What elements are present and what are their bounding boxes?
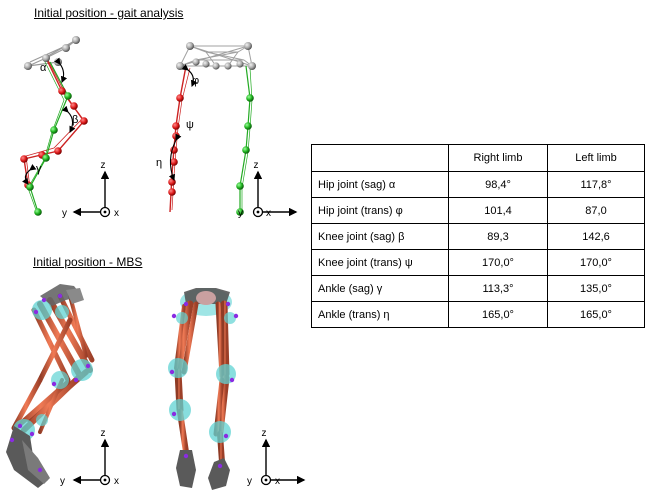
gait-analysis-heading: Initial position - gait analysis — [34, 6, 184, 20]
alpha-label: α — [40, 62, 47, 74]
table-header-left-limb: Left limb — [547, 144, 645, 172]
left-limb-value: 117,8° — [547, 171, 645, 198]
table-header-right-limb: Right limb — [448, 144, 548, 172]
phi-label: φ — [192, 75, 199, 87]
axis-z-label-3: z — [101, 428, 106, 439]
right-limb-value: 170,0° — [448, 249, 548, 276]
right-limb-value: 98,4° — [448, 171, 548, 198]
left-limb-value: 165,0° — [547, 301, 645, 328]
gamma-label: γ — [36, 163, 42, 175]
mbs-heading: Initial position - MBS — [33, 255, 143, 269]
axis-y-label-4: y — [247, 476, 252, 487]
joint-angle-table: Right limb Left limb Hip joint (sag) α 9… — [311, 144, 645, 328]
gait-sag-grey-markers — [24, 36, 80, 70]
table-row: Knee joint (trans) ψ 170,0° 170,0° — [311, 249, 645, 276]
axis-triad-gait-sagittal — [72, 170, 111, 218]
axis-x-label-3: x — [114, 476, 119, 487]
axis-triad-gait-frontal — [252, 170, 298, 218]
row-label: Ankle (sag) γ — [311, 275, 449, 302]
right-limb-value: 89,3 — [448, 223, 548, 250]
axis-x-label-1: x — [114, 208, 119, 219]
table-row: Knee joint (sag) β 89,3 142,6 — [311, 223, 645, 250]
axis-x-label-2: x — [266, 208, 271, 219]
axis-y-label-1: y — [62, 208, 67, 219]
gait-frontal-skeleton — [168, 42, 256, 216]
axis-y-label-3: y — [60, 476, 65, 487]
gait-frontal-grey-markers — [176, 42, 256, 70]
row-label: Ankle (trans) η — [311, 301, 449, 328]
axis-triad-mbs-sagittal — [72, 438, 111, 486]
axis-z-label-4: z — [262, 428, 267, 439]
axis-x-label-4: x — [275, 476, 280, 487]
axis-z-label-1: z — [101, 160, 106, 171]
psi-label: ψ — [186, 119, 194, 131]
beta-label: β — [72, 114, 78, 126]
axis-z-label-2: z — [254, 160, 259, 171]
row-label: Hip joint (trans) φ — [311, 197, 449, 224]
eta-label: η — [156, 157, 162, 169]
axis-triad-mbs-frontal — [260, 438, 306, 486]
left-limb-value: 142,6 — [547, 223, 645, 250]
row-label: Knee joint (sag) β — [311, 223, 449, 250]
left-limb-value: 170,0° — [547, 249, 645, 276]
gait-sagittal-skeleton — [20, 36, 88, 216]
table-header-blank — [311, 144, 449, 172]
table-row: Ankle (sag) γ 113,3° 135,0° — [311, 275, 645, 302]
table-row: Hip joint (sag) α 98,4° 117,8° — [311, 171, 645, 198]
table-header-row: Right limb Left limb — [311, 144, 645, 172]
right-limb-value: 113,3° — [448, 275, 548, 302]
table-row: Hip joint (trans) φ 101,4 87,0 — [311, 197, 645, 224]
row-label: Hip joint (sag) α — [311, 171, 449, 198]
right-limb-value: 165,0° — [448, 301, 548, 328]
left-limb-value: 87,0 — [547, 197, 645, 224]
right-limb-value: 101,4 — [448, 197, 548, 224]
row-label: Knee joint (trans) ψ — [311, 249, 449, 276]
left-limb-value: 135,0° — [547, 275, 645, 302]
mbs-sagittal-model — [6, 284, 95, 488]
mbs-frontal-model — [168, 288, 239, 490]
axis-y-label-2: y — [238, 208, 243, 219]
table-row: Ankle (trans) η 165,0° 165,0° — [311, 301, 645, 328]
